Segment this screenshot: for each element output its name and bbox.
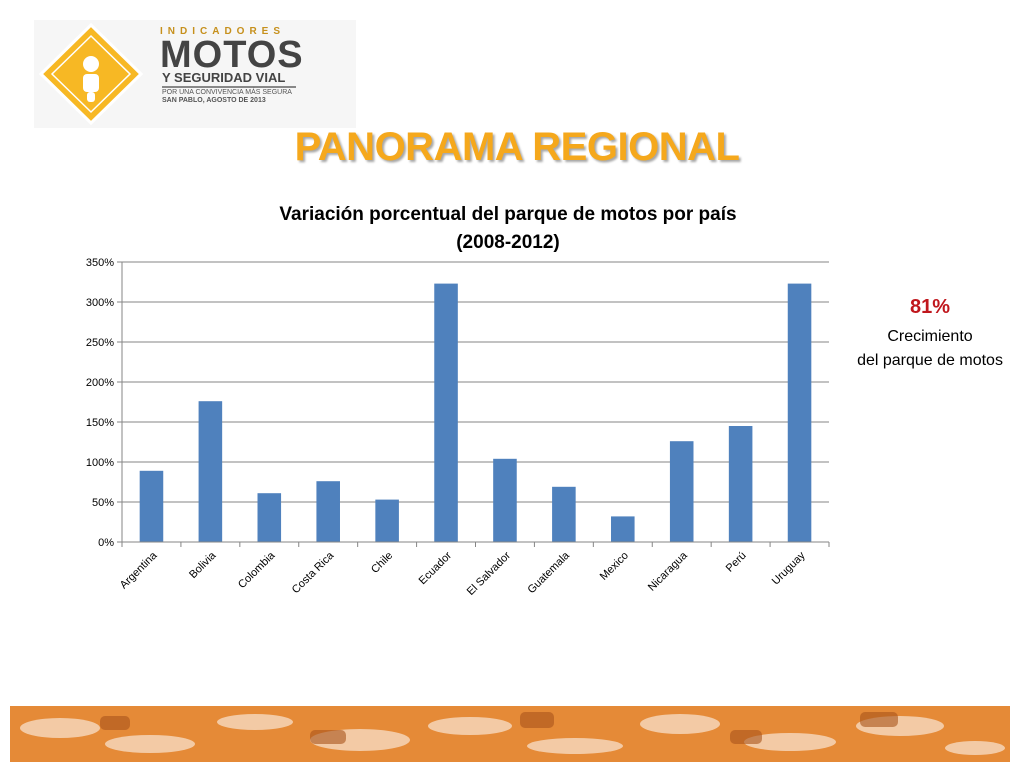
traffic-motorcycles-banner [10, 706, 1010, 762]
x-tick-label: Colombia [236, 549, 278, 591]
slide-title: PANORAMA REGIONAL [294, 125, 740, 169]
y-tick-label: 200% [86, 377, 114, 389]
x-tick-label: Guatemala [525, 549, 572, 596]
bar-chart: Variación porcentual del parque de motos… [86, 204, 830, 598]
chart-title: Variación porcentual del parque de motos… [279, 204, 736, 225]
motorcycle-rider-seal-icon [38, 22, 144, 126]
x-axis-ticks: Argentina Bolivia Colombia Costa Rica Chile E… [118, 542, 830, 598]
x-tick-label: Uruguay [770, 549, 808, 587]
y-tick-label: 350% [86, 257, 114, 269]
bar-uruguay [787, 283, 812, 542]
y-tick-label: 50% [92, 497, 114, 509]
callout-value: 81% [909, 296, 951, 318]
bar-costa-rica [316, 481, 340, 542]
callout-label-line2: del parque de motos [857, 352, 1003, 369]
chart-subtitle: (2008-2012) [456, 232, 560, 253]
logo-motos-text: MOTOS [160, 34, 304, 76]
y-tick-label: 300% [86, 297, 114, 309]
bar-per- [728, 426, 753, 542]
bar-ecuador [434, 283, 458, 542]
x-tick-label: Ecuador [417, 549, 455, 587]
logo-event: SAN PABLO, AGOSTO DE 2013 [162, 97, 266, 104]
callout-label-line1: Crecimiento [887, 328, 973, 345]
x-tick-label: Costa Rica [290, 549, 337, 596]
logo-divider [162, 86, 296, 88]
chart-gridlines [122, 261, 829, 543]
y-tick-label: 0% [98, 537, 114, 549]
logo-tagline: POR UNA CONVIVENCIA MÁS SEGURA [162, 89, 292, 96]
bar-nicaragua [669, 441, 694, 542]
x-tick-label: Perú [724, 550, 749, 575]
event-logo: INDICADORES MOTOS Y SEGURIDAD VIAL POR U… [34, 20, 356, 128]
bar-argentina [139, 470, 164, 542]
x-tick-label: Nicaragua [646, 549, 691, 594]
logo-subtitle: Y SEGURIDAD VIAL [162, 70, 286, 85]
y-tick-label: 250% [86, 337, 114, 349]
x-tick-label: Chile [369, 550, 395, 576]
x-tick-label: Argentina [118, 549, 160, 591]
x-tick-label: Bolivia [187, 549, 219, 581]
bar-mexico [611, 516, 635, 542]
x-tick-label: Mexico [598, 550, 631, 583]
x-tick-label: El Salvador [465, 549, 513, 597]
chart-bars [139, 283, 812, 542]
bar-chile [375, 499, 399, 542]
y-tick-label: 100% [86, 457, 114, 469]
y-tick-label: 150% [86, 417, 114, 429]
logo-top-text: INDICADORES [160, 26, 286, 37]
bar-el-salvador [493, 458, 517, 542]
bar-colombia [257, 493, 282, 542]
y-axis-ticks: 0% 50% 100% 150% 200% 250% 300% 350% [86, 257, 122, 549]
bar-bolivia [198, 401, 223, 542]
bar-guatemala [552, 486, 576, 542]
